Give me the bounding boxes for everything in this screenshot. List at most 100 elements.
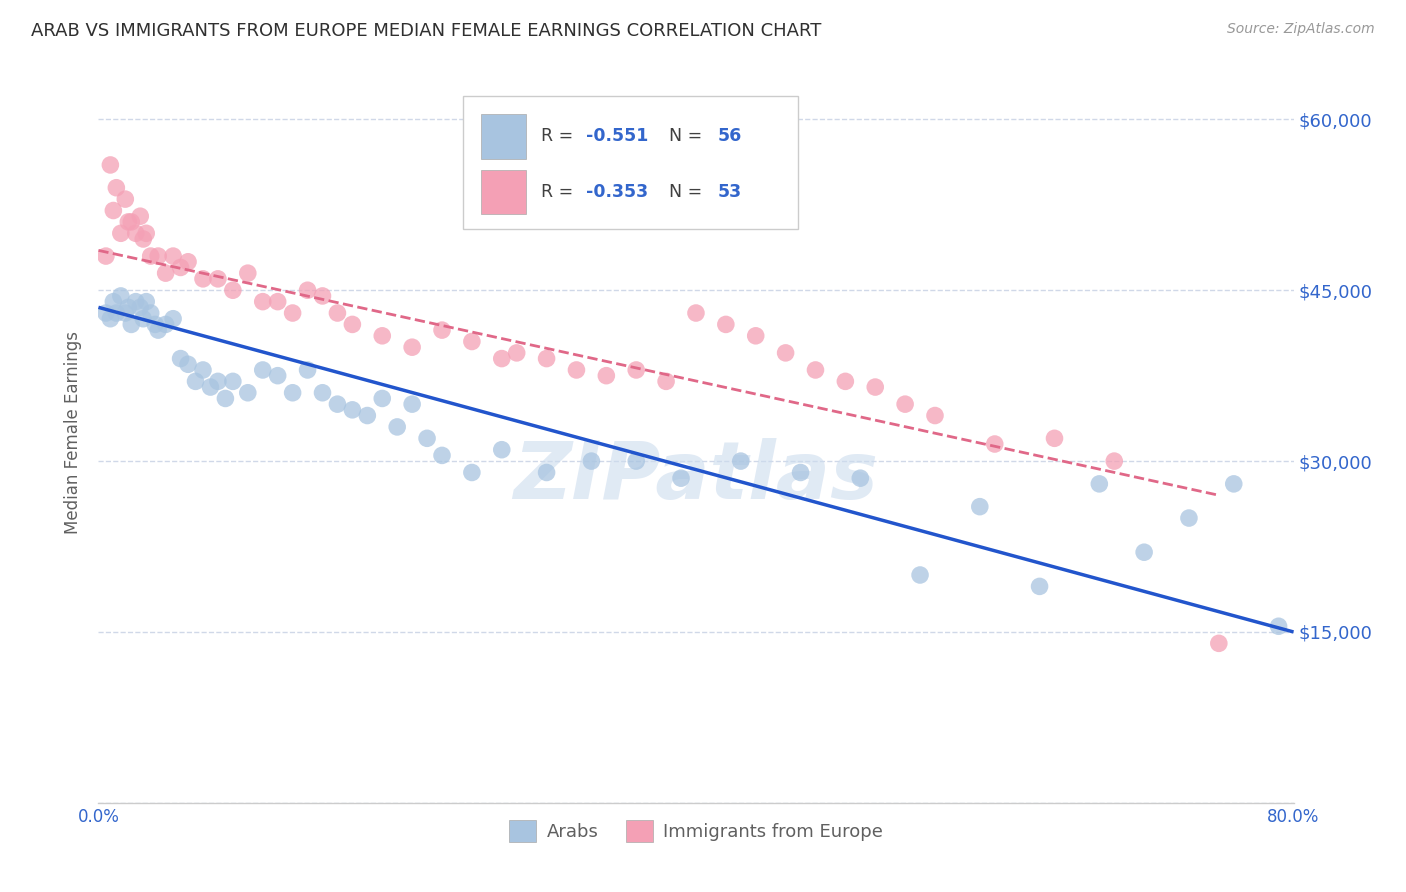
Point xyxy=(1178,511,1201,525)
Point xyxy=(804,363,827,377)
Point xyxy=(94,249,117,263)
Point xyxy=(1223,476,1246,491)
Point xyxy=(430,449,453,463)
Point xyxy=(177,357,200,371)
Point xyxy=(595,368,617,383)
Point xyxy=(110,289,132,303)
Point xyxy=(730,454,752,468)
Point xyxy=(371,392,394,406)
Point xyxy=(924,409,946,423)
Point xyxy=(789,466,811,480)
Point xyxy=(626,363,648,377)
Point xyxy=(129,209,152,223)
Legend: Arabs, Immigrants from Europe: Arabs, Immigrants from Europe xyxy=(502,813,890,849)
Text: N =: N = xyxy=(658,128,707,145)
Point xyxy=(114,306,136,320)
Text: 56: 56 xyxy=(717,128,742,145)
Point xyxy=(669,471,692,485)
Point xyxy=(120,215,142,229)
Point xyxy=(745,328,768,343)
Text: R =: R = xyxy=(541,183,578,201)
Text: 53: 53 xyxy=(717,183,741,201)
Point xyxy=(184,375,207,389)
Point xyxy=(401,397,423,411)
Point xyxy=(1267,619,1289,633)
Point xyxy=(311,385,333,400)
Point xyxy=(1043,431,1066,445)
Point xyxy=(191,272,214,286)
Point xyxy=(117,301,139,315)
Point xyxy=(969,500,991,514)
Point xyxy=(326,397,349,411)
Point xyxy=(191,363,214,377)
Point xyxy=(169,351,191,366)
Point xyxy=(135,227,157,241)
Point xyxy=(135,294,157,309)
Text: N =: N = xyxy=(658,183,707,201)
Point xyxy=(297,283,319,297)
Point xyxy=(1208,636,1230,650)
Point xyxy=(120,318,142,332)
Point xyxy=(139,306,162,320)
Point xyxy=(342,402,364,417)
Point xyxy=(114,192,136,206)
Point xyxy=(506,346,529,360)
Point xyxy=(236,266,259,280)
Point xyxy=(162,311,184,326)
FancyBboxPatch shape xyxy=(463,95,797,229)
Point xyxy=(139,249,162,263)
Point xyxy=(281,385,304,400)
Point xyxy=(155,318,177,332)
Point xyxy=(865,380,887,394)
Text: -0.353: -0.353 xyxy=(586,183,648,201)
Point xyxy=(143,318,166,332)
Point xyxy=(125,294,148,309)
Point xyxy=(117,215,139,229)
Point xyxy=(1088,476,1111,491)
Point xyxy=(342,318,364,332)
Point xyxy=(252,294,274,309)
Text: ARAB VS IMMIGRANTS FROM EUROPE MEDIAN FEMALE EARNINGS CORRELATION CHART: ARAB VS IMMIGRANTS FROM EUROPE MEDIAN FE… xyxy=(31,22,821,40)
Point xyxy=(491,351,513,366)
Point xyxy=(132,311,155,326)
Point xyxy=(236,385,259,400)
Point xyxy=(103,294,125,309)
Point xyxy=(1133,545,1156,559)
Point xyxy=(110,227,132,241)
Point xyxy=(775,346,797,360)
Point xyxy=(401,340,423,354)
Point xyxy=(162,249,184,263)
Point xyxy=(714,318,737,332)
Point xyxy=(222,283,245,297)
Point xyxy=(430,323,453,337)
Point xyxy=(1028,579,1050,593)
Point xyxy=(356,409,378,423)
Point xyxy=(461,334,484,349)
Point xyxy=(177,254,200,268)
Point xyxy=(148,323,170,337)
Point xyxy=(536,466,558,480)
Point xyxy=(125,227,148,241)
Point xyxy=(849,471,872,485)
Point xyxy=(105,306,128,320)
Point xyxy=(834,375,856,389)
FancyBboxPatch shape xyxy=(481,114,526,159)
Point xyxy=(252,363,274,377)
Point xyxy=(267,294,290,309)
Point xyxy=(536,351,558,366)
Text: Source: ZipAtlas.com: Source: ZipAtlas.com xyxy=(1227,22,1375,37)
Point xyxy=(129,301,152,315)
Point xyxy=(371,328,394,343)
Point xyxy=(297,363,319,377)
Point xyxy=(311,289,333,303)
Point xyxy=(148,249,170,263)
Point xyxy=(103,203,125,218)
Text: -0.551: -0.551 xyxy=(586,128,648,145)
Point xyxy=(685,306,707,320)
Point xyxy=(94,306,117,320)
Point xyxy=(894,397,917,411)
Y-axis label: Median Female Earnings: Median Female Earnings xyxy=(65,331,83,534)
Point xyxy=(626,454,648,468)
Point xyxy=(385,420,409,434)
Point xyxy=(267,368,290,383)
